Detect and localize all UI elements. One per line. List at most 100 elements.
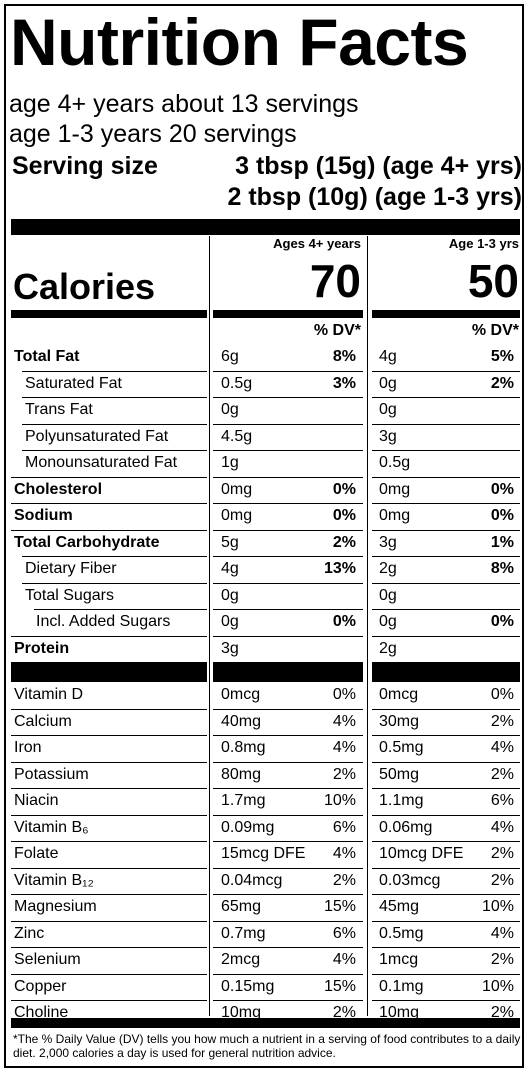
table-row: Incl. Added Sugars 0g 0% 0g 0% [0,609,532,635]
column-divider-right [367,236,368,1016]
footnote: *The % Daily Value (DV) tells you how mu… [13,1032,521,1060]
row-divider [11,635,207,637]
amount-1to3: 0mcg [379,686,419,703]
row-divider [213,761,363,763]
row-divider [213,556,363,557]
row-divider [11,947,207,948]
row-divider [213,450,363,451]
amount-4plus: 1.7mg [221,792,266,809]
table-row: Dietary Fiber 4g 13% 2g 8% [0,556,532,582]
dv-1to3: 0% [490,480,514,498]
amount-4plus: 2mcg [221,951,261,968]
row-divider [22,582,207,584]
row-divider [372,788,520,789]
table-row: Selenium 2mcg 4% 1mcg 2% [0,947,532,973]
dv-1to3: 10% [481,898,514,915]
table-row: Total Sugars 0g 0g [0,583,532,609]
amount-1to3: 0.1mg [379,977,424,995]
amount-4plus: 0g [221,401,239,418]
amount-1to3: 1.1mg [379,792,424,809]
row-divider [22,450,207,451]
row-divider [213,947,363,948]
row-divider [213,894,363,895]
amount-1to3: 3g [379,427,397,445]
row-divider [372,867,520,869]
amount-4plus: 5g [221,533,239,551]
nutrient-name: Vitamin B₁₂ [14,871,94,889]
nutrient-name: Incl. Added Sugars [36,613,171,630]
calories-divider-1to3 [372,310,520,318]
nutrient-name: Folate [14,845,59,862]
amount-1to3: 3g [379,533,397,551]
nutrient-name: Trans Fat [25,401,93,418]
page-title: Nutrition Facts [10,5,469,79]
amount-1to3: 10mcg DFE [379,845,464,862]
amount-4plus: 0.5g [221,374,253,392]
amount-4plus: 0.7mg [221,924,266,942]
amount-1to3: 0g [379,401,397,418]
nutrient-name: Protein [14,639,70,657]
row-divider [213,708,363,710]
dv-1to3: 0% [490,507,514,524]
serving-size-4plus: 3 tbsp (15g) (age 4+ yrs) [235,152,522,180]
table-row: Iron 0.8mg 4% 0.5mg 4% [0,735,532,761]
column-header-4plus: Ages 4+ years [273,236,361,251]
row-divider [372,556,520,557]
nutrient-name: Total Sugars [25,586,114,604]
amount-4plus: 6g [221,348,239,365]
table-row: Monounsaturated Fat 1g 0.5g [0,450,532,476]
dv-4plus: 13% [323,560,356,577]
amount-4plus: 0g [221,586,239,604]
dv-4plus: 0% [332,613,356,630]
nutrient-name: Total Carbohydrate [14,533,160,551]
row-divider [11,788,207,789]
amount-1to3: 0g [379,374,397,392]
dv-4plus: 10% [323,792,356,809]
nutrient-name: Choline [14,1004,69,1021]
table-row: Sodium 0mg 0% 0mg 0% [0,503,532,529]
amount-4plus: 15mcg DFE [221,845,306,862]
amount-1to3: 0mg [379,480,411,498]
table-row: Saturated Fat 0.5g 3% 0g 2% [0,371,532,397]
row-divider [11,761,207,763]
nutrient-name: Selenium [14,951,81,968]
nutrient-name: Copper [14,977,67,995]
nutrient-name: Polyunsaturated Fat [25,427,169,445]
row-divider [11,708,207,710]
row-divider [372,529,520,531]
calories-1to3: 50 [467,255,519,307]
dv-1to3: 0% [490,686,514,703]
row-divider [213,370,363,372]
row-divider [213,635,363,637]
dv-4plus: 4% [332,739,356,756]
servings-line-4plus: age 4+ years about 13 servings [9,90,359,118]
dv-4plus: 3% [332,374,356,392]
row-divider [213,1000,363,1001]
row-divider [372,635,520,637]
amount-1to3: 0.06mg [379,818,433,836]
calories-divider-name [11,310,207,318]
dv-1to3: 0% [490,613,514,630]
table-row: Folate 15mcg DFE 4% 10mcg DFE 2% [0,841,532,867]
amount-1to3: 45mg [379,898,420,915]
table-row: Magnesium 65mg 15% 45mg 10% [0,894,532,920]
row-divider [372,609,520,610]
row-divider [11,735,207,736]
table-row: Niacin 1.7mg 10% 1.1mg 6% [0,788,532,814]
footnote-divider [11,1018,520,1028]
nutrient-name: Total Fat [14,348,80,365]
row-divider [372,708,520,710]
dv-4plus: 4% [332,845,356,862]
row-divider [372,582,520,584]
amount-1to3: 0.03mcg [379,871,441,889]
column-header-1to3: Age 1-3 yrs [448,236,519,251]
row-divider [213,582,363,584]
row-divider [11,814,207,816]
row-divider [213,920,363,922]
row-divider [22,423,207,425]
dv-1to3: 2% [490,951,514,968]
row-divider [213,841,363,842]
table-row: Choline 10mg 2% 10mg 2% [0,1000,532,1026]
dv-1to3: 1% [490,533,514,551]
amount-1to3: 0.5mg [379,924,424,942]
